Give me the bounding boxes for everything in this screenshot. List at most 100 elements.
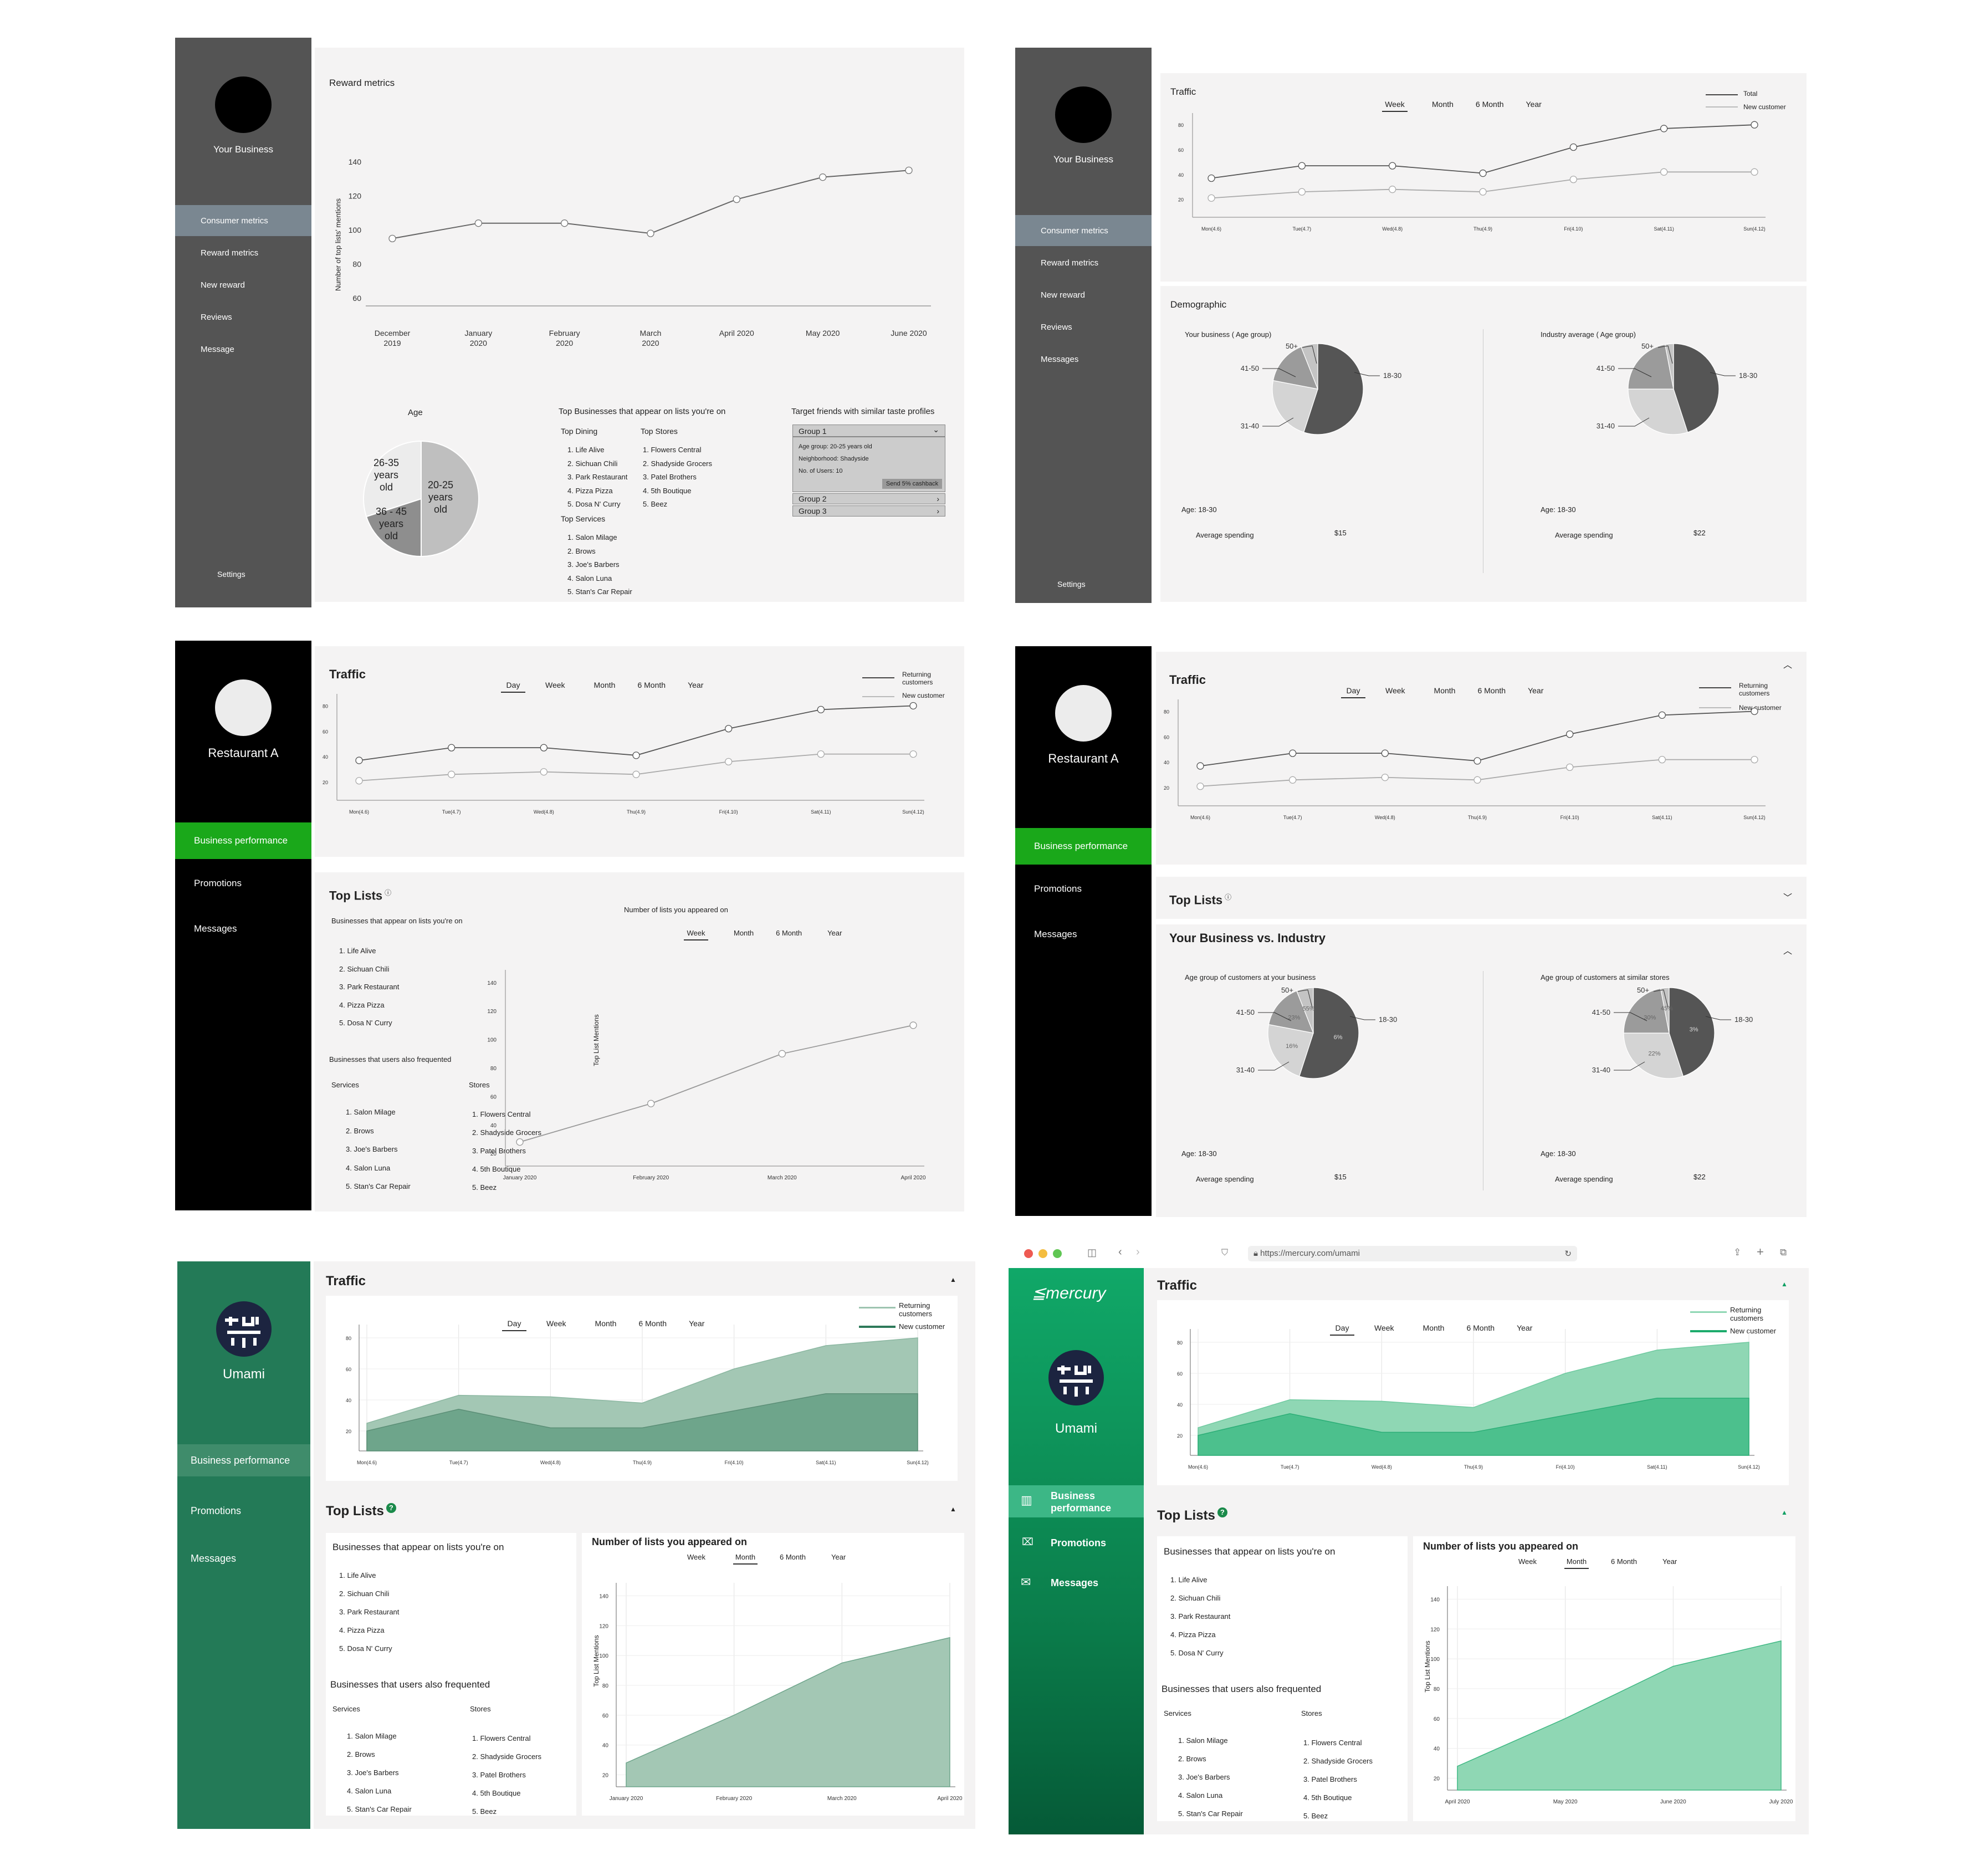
back-icon[interactable]: ‹ — [1118, 1246, 1122, 1258]
nav-settings[interactable]: Settings — [1057, 580, 1086, 589]
lock-icon: 🔒︎ — [1253, 1249, 1258, 1258]
group2-row[interactable]: Group 2 › — [792, 493, 945, 504]
nav-business-performance[interactable]: Business performance — [175, 822, 311, 859]
tab-6-month[interactable]: 6 Month — [1475, 100, 1504, 109]
avatar[interactable] — [1055, 685, 1112, 742]
avatar[interactable] — [215, 679, 272, 736]
tab-day[interactable]: Day — [1330, 1323, 1354, 1336]
tab-week[interactable]: Week — [687, 1553, 705, 1561]
data-point — [1751, 168, 1758, 176]
collapse-triangle-icon[interactable]: ▲ — [950, 1505, 956, 1513]
tab-week[interactable]: Week — [1382, 100, 1408, 112]
nav-messages[interactable]: Messages — [194, 923, 237, 934]
tab-6-month[interactable]: 6 Month — [776, 929, 802, 937]
tab-year[interactable]: Year — [1517, 1323, 1533, 1332]
help-icon[interactable]: ? — [386, 1503, 396, 1513]
nav-reviews[interactable]: Reviews — [201, 313, 232, 322]
tab-month[interactable]: Month — [1423, 1323, 1445, 1332]
info-icon[interactable]: ⓘ — [1225, 893, 1232, 901]
tab-week[interactable]: Week — [1385, 686, 1405, 695]
tab-6-month[interactable]: 6 Month — [638, 1319, 667, 1328]
tab-month[interactable]: Month — [1434, 686, 1456, 695]
tab-month[interactable]: Month — [1432, 100, 1454, 109]
tab-week[interactable]: Week — [1518, 1557, 1537, 1566]
maximize-window-dot[interactable] — [1053, 1249, 1062, 1258]
tab-day[interactable]: Day — [1341, 686, 1365, 698]
tab-week[interactable]: Week — [684, 929, 708, 940]
nav-messages[interactable]: Messages — [1034, 929, 1077, 939]
nav-messages[interactable]: Messages — [191, 1553, 237, 1564]
minimize-window-dot[interactable] — [1038, 1249, 1047, 1258]
tab-day[interactable]: Day — [502, 1319, 526, 1331]
send-cashback-button[interactable]: Send 5% cashback — [882, 479, 942, 489]
topbiz-title: Top Businesses that appear on lists you'… — [559, 407, 726, 416]
tab-month[interactable]: Month — [1564, 1557, 1589, 1569]
nav-business-performance[interactable]: Business performance — [177, 1444, 310, 1476]
avatar[interactable] — [1055, 86, 1112, 143]
leader-line — [1258, 1061, 1290, 1071]
nav-business-performance[interactable] — [1009, 1485, 1144, 1517]
share-icon[interactable]: ⇪ — [1733, 1247, 1742, 1258]
nav-promotions[interactable]: Promotions — [1051, 1537, 1107, 1548]
nav-reward-metrics[interactable]: Reward metrics — [1041, 258, 1099, 268]
tab-month[interactable]: Month — [593, 681, 616, 689]
collapse-chevron-icon[interactable]: ︿ — [1783, 947, 1793, 956]
group3-row[interactable]: Group 3 › — [792, 505, 945, 517]
shield-icon[interactable]: ⛉ — [1221, 1248, 1229, 1258]
nav-messages[interactable]: Messages — [1041, 355, 1079, 364]
slice-label: 31-40 — [1236, 1066, 1255, 1074]
collapse-triangle-icon[interactable]: ▲ — [1781, 1280, 1788, 1288]
tab-year[interactable]: Year — [1662, 1557, 1677, 1566]
collapse-triangle-icon[interactable]: ▲ — [1781, 1509, 1788, 1516]
nav-promotions[interactable]: Promotions — [1034, 883, 1082, 894]
tab-week[interactable]: Week — [545, 681, 565, 689]
nav-promotions[interactable]: Promotions — [191, 1505, 242, 1516]
reload-icon[interactable]: ↻ — [1564, 1249, 1572, 1259]
tabs-overview-icon[interactable]: ⧉ — [1780, 1247, 1787, 1258]
expand-chevron-icon[interactable]: ﹀ — [1783, 893, 1793, 903]
tab-year[interactable]: Year — [831, 1553, 846, 1561]
collapse-triangle-icon[interactable]: ▲ — [950, 1276, 956, 1284]
tab-6-month[interactable]: 6 Month — [637, 681, 666, 689]
tab-6-month[interactable]: 6 Month — [1477, 686, 1506, 695]
nav-promotions[interactable]: Promotions — [194, 878, 242, 888]
nav-messages[interactable]: Messages — [1051, 1577, 1099, 1588]
tab-month[interactable]: Month — [733, 1553, 758, 1565]
close-window-dot[interactable] — [1024, 1249, 1033, 1258]
envelope-icon: ✉ — [1021, 1575, 1031, 1589]
collapse-chevron-icon[interactable]: ︿ — [1783, 661, 1793, 670]
new-tab-icon[interactable]: + — [1757, 1245, 1764, 1259]
nav-message[interactable]: Message — [201, 345, 234, 354]
tab-week[interactable]: Week — [1374, 1323, 1394, 1332]
vs-industry-title: Your Business vs. Industry — [1169, 931, 1326, 945]
avatar[interactable] — [215, 76, 272, 133]
info-icon[interactable]: ⓘ — [385, 889, 392, 897]
tab-year[interactable]: Year — [1526, 100, 1542, 109]
help-icon[interactable]: ? — [1217, 1507, 1227, 1517]
nav-settings[interactable]: Settings — [217, 570, 245, 579]
forward-icon[interactable]: › — [1136, 1246, 1140, 1258]
tab-year[interactable]: Year — [689, 1319, 705, 1328]
stores-list: 1. Flowers Central 2. Shadyside Grocers 3.… — [472, 1729, 541, 1821]
nav-business-performance[interactable]: Business performance — [1015, 828, 1152, 865]
tab-6-month[interactable]: 6 Month — [780, 1553, 806, 1561]
address-bar[interactable]: 🔒︎ https://mercury.com/umami ↻ — [1248, 1246, 1577, 1261]
group1-dropdown[interactable]: Group 1 ⌄ — [792, 425, 945, 437]
nav-consumer-metrics[interactable]: Consumer metrics — [1015, 215, 1152, 246]
list-item: 3. Patel Brothers — [1303, 1775, 1357, 1783]
tab-month[interactable]: Month — [595, 1319, 617, 1328]
tab-year[interactable]: Year — [1528, 686, 1544, 695]
nav-reward-metrics[interactable]: Reward metrics — [201, 248, 259, 258]
tab-year[interactable]: Year — [688, 681, 704, 689]
nav-consumer-metrics[interactable]: Consumer metrics — [175, 205, 311, 236]
tab-year[interactable]: Year — [827, 929, 842, 937]
nav-new-reward[interactable]: New reward — [201, 280, 245, 290]
nav-new-reward[interactable]: New reward — [1041, 290, 1086, 300]
nav-reviews[interactable]: Reviews — [1041, 323, 1072, 332]
tab-6-month[interactable]: 6 Month — [1611, 1557, 1637, 1566]
tab-month[interactable]: Month — [734, 929, 754, 937]
sidebar-toggle-icon[interactable]: ◫ — [1087, 1247, 1097, 1258]
tab-week[interactable]: Week — [546, 1319, 566, 1328]
tab-day[interactable]: Day — [501, 681, 525, 693]
top-lists-collapsed[interactable] — [1156, 877, 1807, 919]
